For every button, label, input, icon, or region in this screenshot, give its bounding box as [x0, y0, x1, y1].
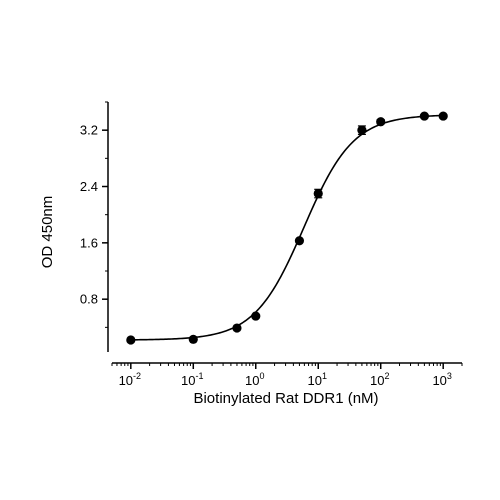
y-axis-label: OD 450nm	[39, 196, 56, 269]
y-tick-label: 2.4	[80, 179, 98, 194]
y-tick-label: 3.2	[80, 123, 98, 138]
data-point	[126, 335, 136, 345]
y-tick-label: 1.6	[80, 235, 98, 250]
x-tick-label: 10-2	[119, 371, 141, 388]
plot-area	[126, 111, 448, 345]
x-axis-label: Biotinylated Rat DDR1 (nM)	[193, 390, 378, 407]
data-point	[251, 311, 261, 321]
x-tick-label: 10-1	[181, 371, 203, 388]
x-tick-label: 101	[307, 371, 326, 388]
x-axis: 10-2 10-1 100 101 102 103	[111, 362, 463, 388]
x-tick-label: 103	[432, 371, 451, 388]
y-axis: 0.8 1.6 2.4 3.2	[80, 101, 109, 352]
data-point	[232, 323, 242, 333]
fit-curve	[130, 114, 444, 341]
data-point	[438, 111, 448, 121]
data-point	[294, 236, 305, 246]
data-point	[357, 125, 367, 135]
data-point	[188, 334, 198, 344]
data-point	[419, 111, 429, 121]
x-tick-label: 100	[245, 371, 264, 388]
y-tick-label: 0.8	[80, 292, 98, 307]
data-point	[376, 117, 386, 127]
data-point	[313, 188, 323, 199]
x-tick-label: 102	[370, 371, 389, 388]
